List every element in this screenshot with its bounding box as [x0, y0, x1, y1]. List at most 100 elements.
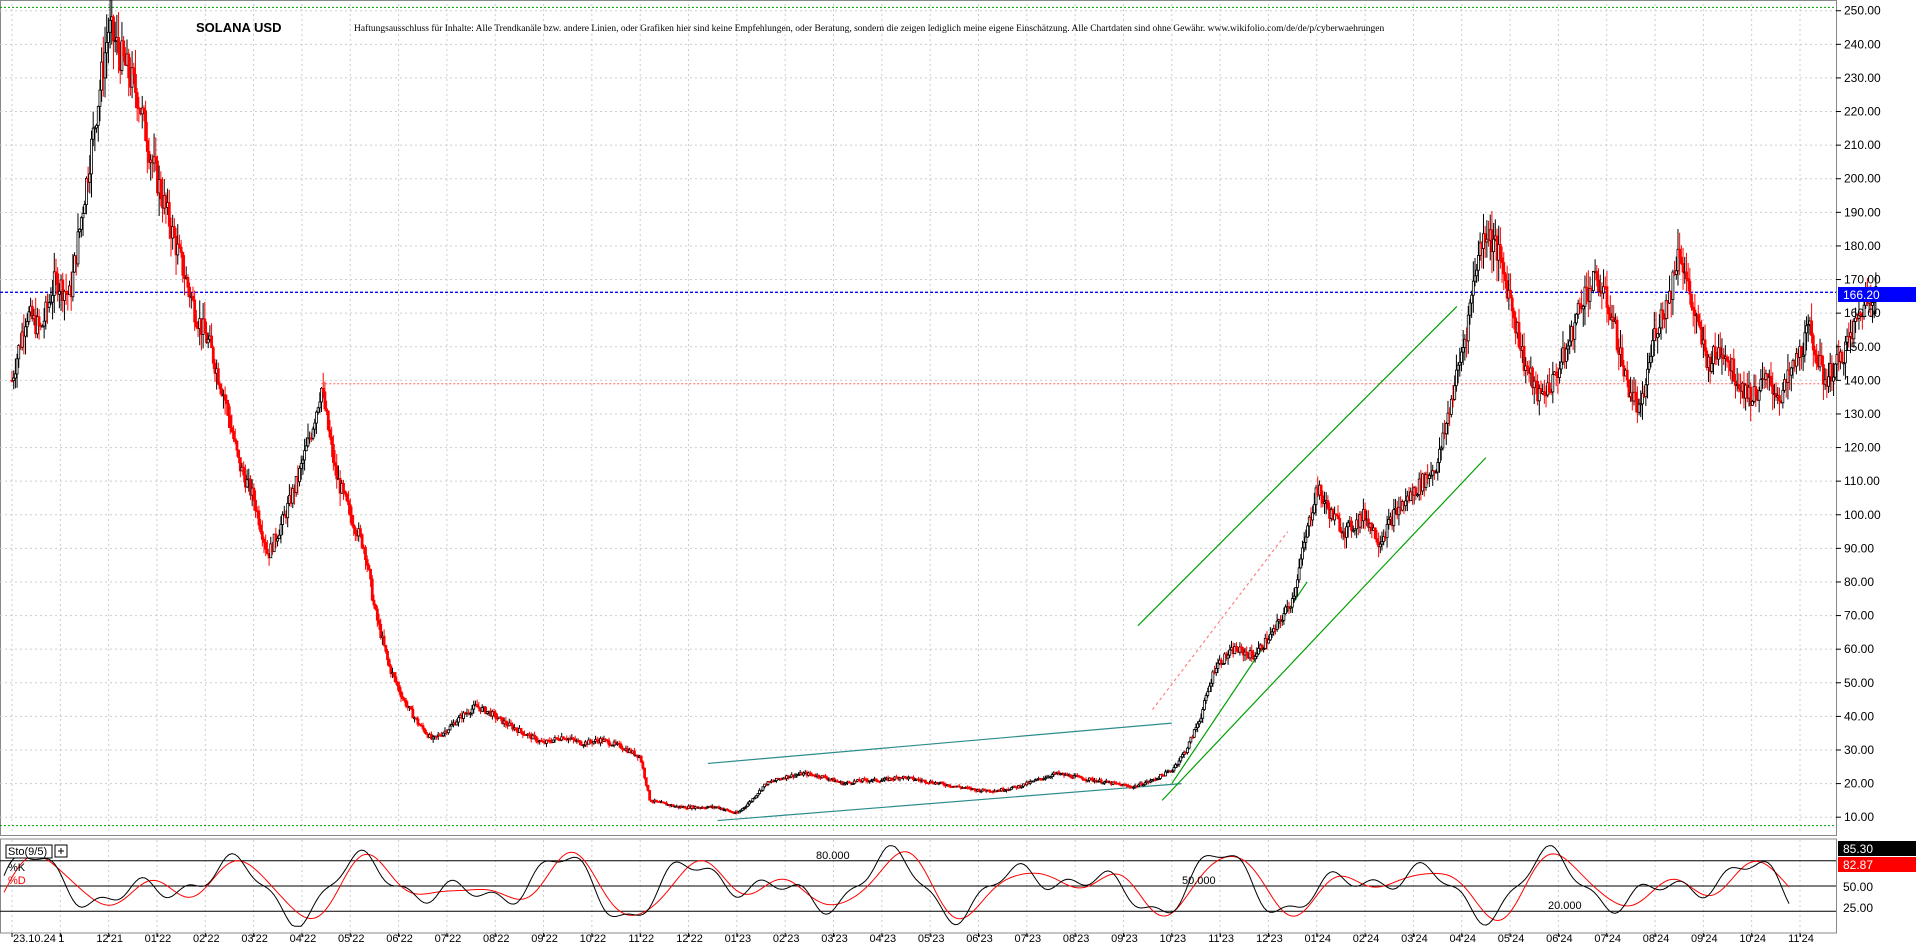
candle-body: [342, 483, 345, 492]
candle: [1079, 775, 1083, 779]
candle: [802, 771, 805, 777]
candle: [303, 438, 307, 471]
x-tick-label: 01'24: [1304, 933, 1331, 945]
candle: [1713, 332, 1717, 366]
candle-body: [1585, 286, 1589, 290]
candle-body: [1370, 522, 1374, 531]
candle-body: [1311, 512, 1315, 521]
candle-body: [1483, 233, 1487, 243]
candle-body: [1208, 685, 1211, 693]
candle-body: [242, 466, 246, 476]
candle: [1554, 363, 1558, 387]
candle: [1255, 647, 1259, 660]
candle: [1502, 252, 1506, 291]
candle-body: [1319, 484, 1323, 497]
candle-body: [387, 659, 391, 667]
candle: [477, 702, 481, 712]
candle: [1531, 366, 1534, 396]
candle-body: [1219, 659, 1223, 665]
candle-body: [534, 736, 538, 742]
candle: [611, 744, 614, 747]
candle: [252, 483, 256, 511]
candle: [52, 252, 56, 313]
candle: [891, 777, 895, 782]
y-tick-label: 90.00: [1844, 541, 1874, 555]
candle-body: [414, 717, 418, 720]
candle: [1284, 604, 1287, 615]
x-tick-label: 04'23: [870, 933, 897, 945]
candle: [1057, 770, 1061, 776]
candle-body: [252, 487, 256, 501]
candle-body: [717, 806, 721, 809]
candle: [1769, 362, 1773, 388]
candle-body: [1306, 525, 1309, 538]
candle-body: [1397, 506, 1401, 516]
candle-body: [1172, 767, 1176, 772]
candle: [194, 310, 198, 329]
candle: [12, 370, 16, 390]
candle: [1326, 495, 1330, 511]
candle: [85, 176, 88, 215]
candle-body: [203, 318, 207, 334]
candle: [193, 290, 197, 331]
candle: [1718, 332, 1722, 360]
candle: [1483, 225, 1487, 258]
candle-body: [1676, 248, 1680, 272]
candle: [1262, 647, 1265, 653]
candle: [1504, 271, 1507, 289]
y-tick-label: 250.00: [1844, 4, 1881, 18]
candle: [808, 770, 812, 777]
candle: [1201, 706, 1205, 724]
indicator-name-box[interactable]: [5, 844, 53, 859]
candle: [117, 12, 120, 74]
candle: [176, 224, 180, 265]
candle-body: [1262, 648, 1265, 651]
candle-body: [303, 450, 307, 461]
candle-body: [1010, 787, 1013, 790]
candle: [545, 739, 548, 748]
candle-body: [389, 665, 393, 674]
candle: [1774, 382, 1778, 401]
teal-channel-upper: [707, 722, 1172, 765]
candle: [1008, 788, 1012, 791]
candle: [511, 722, 515, 732]
candle: [1800, 345, 1803, 370]
candle-body: [1783, 379, 1786, 391]
candle: [1297, 558, 1301, 583]
candle-body: [766, 781, 770, 785]
x-tick-label: 09'23: [1111, 933, 1138, 945]
candle-body: [1174, 764, 1178, 768]
candle: [1578, 297, 1582, 315]
candle: [731, 811, 734, 814]
candle-body: [1822, 364, 1825, 385]
candle-body: [633, 750, 636, 756]
candle: [1199, 713, 1203, 723]
candle-body: [117, 37, 120, 53]
candle: [1321, 490, 1325, 508]
candle: [621, 745, 624, 753]
candle-body: [24, 326, 27, 337]
candle-body: [1257, 647, 1260, 655]
candle: [132, 62, 136, 84]
candle-body: [230, 427, 234, 432]
candle: [1605, 270, 1609, 323]
candle: [91, 111, 95, 147]
candle-body: [1373, 527, 1377, 539]
k-value-badge-bg: [1838, 841, 1916, 856]
candle-body: [1159, 773, 1162, 779]
candle: [1101, 782, 1105, 785]
candle: [1537, 384, 1541, 416]
candle-body: [333, 462, 337, 467]
candle: [259, 518, 263, 535]
candle-body: [1131, 786, 1135, 789]
candle-body: [260, 531, 264, 540]
candle: [1187, 741, 1191, 750]
candle: [1832, 362, 1835, 396]
candle: [1734, 373, 1737, 399]
candle: [264, 534, 268, 557]
candle-body: [1679, 256, 1683, 264]
candle: [972, 788, 976, 792]
candle: [27, 306, 31, 325]
candle: [1434, 469, 1438, 474]
candle-body: [504, 720, 508, 725]
